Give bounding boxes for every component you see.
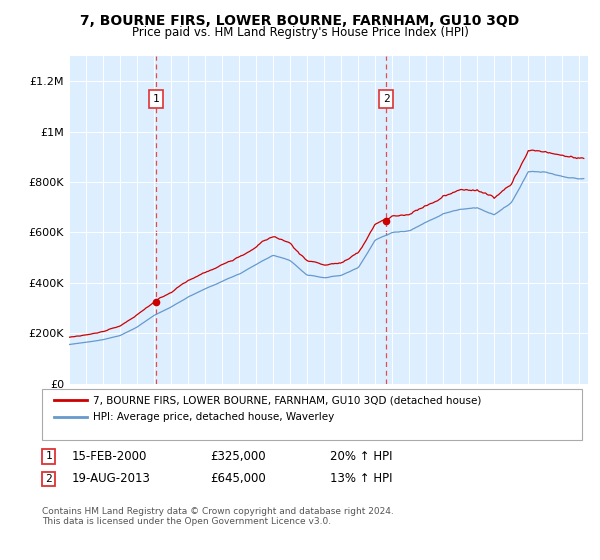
Text: 15-FEB-2000: 15-FEB-2000 xyxy=(72,450,148,463)
Text: £325,000: £325,000 xyxy=(210,450,266,463)
Text: Contains HM Land Registry data © Crown copyright and database right 2024.
This d: Contains HM Land Registry data © Crown c… xyxy=(42,507,394,526)
Text: 7, BOURNE FIRS, LOWER BOURNE, FARNHAM, GU10 3QD (detached house): 7, BOURNE FIRS, LOWER BOURNE, FARNHAM, G… xyxy=(93,395,481,405)
Text: 2: 2 xyxy=(383,94,389,104)
Text: 1: 1 xyxy=(153,94,160,104)
Text: £645,000: £645,000 xyxy=(210,472,266,486)
Text: HPI: Average price, detached house, Waverley: HPI: Average price, detached house, Wave… xyxy=(93,412,334,422)
Text: Price paid vs. HM Land Registry's House Price Index (HPI): Price paid vs. HM Land Registry's House … xyxy=(131,26,469,39)
Text: 20% ↑ HPI: 20% ↑ HPI xyxy=(330,450,392,463)
Text: 1: 1 xyxy=(45,451,52,461)
Text: 19-AUG-2013: 19-AUG-2013 xyxy=(72,472,151,486)
Text: 13% ↑ HPI: 13% ↑ HPI xyxy=(330,472,392,486)
Text: 2: 2 xyxy=(45,474,52,484)
Text: 7, BOURNE FIRS, LOWER BOURNE, FARNHAM, GU10 3QD: 7, BOURNE FIRS, LOWER BOURNE, FARNHAM, G… xyxy=(80,14,520,28)
